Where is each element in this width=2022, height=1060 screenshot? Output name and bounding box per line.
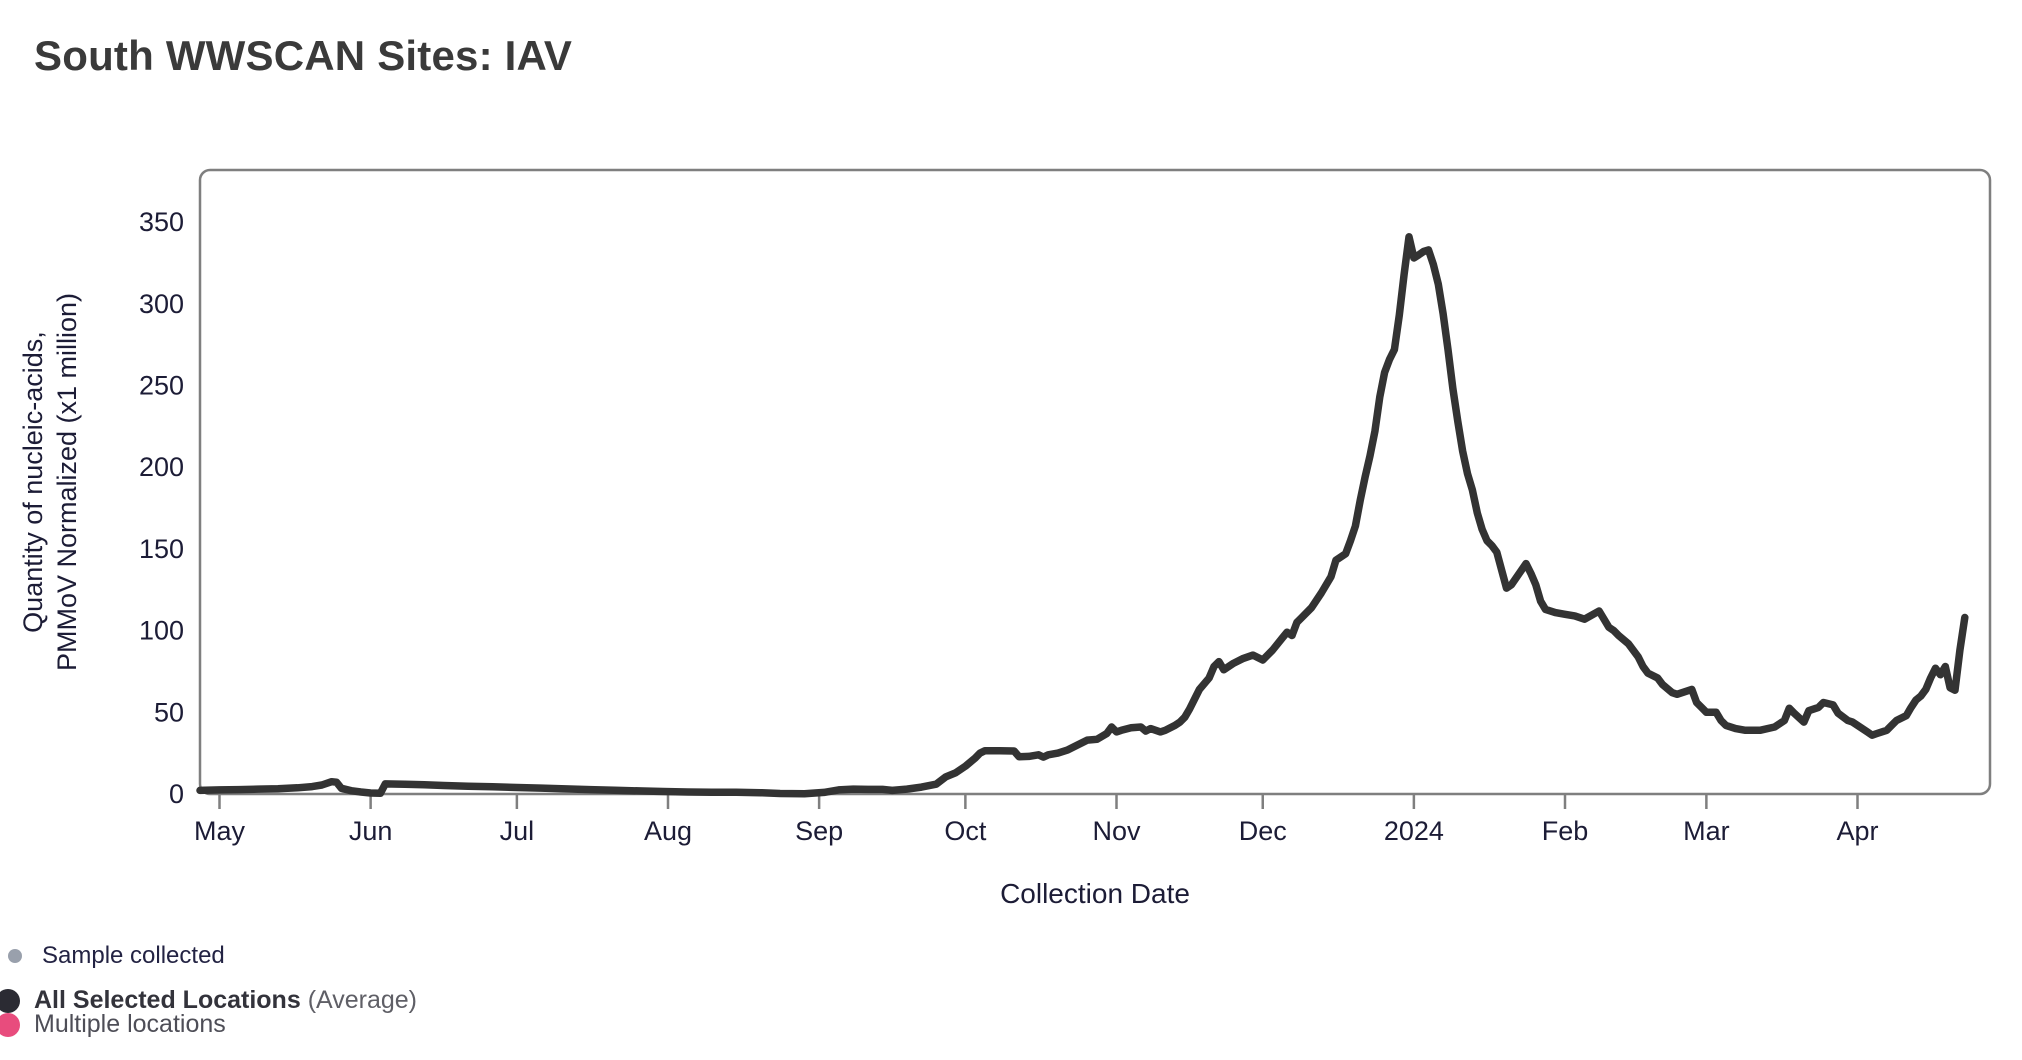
legend-label-all-selected-main: All Selected Locations [34, 986, 301, 1014]
x-tick-label: Aug [644, 816, 692, 846]
x-tick-label: Jun [349, 816, 393, 846]
x-tick-label: 2024 [1384, 816, 1444, 846]
multiple-locations-dot-icon [0, 1012, 20, 1037]
plot-border [198, 168, 1992, 796]
y-tick-label: 300 [139, 289, 184, 319]
x-tick-label: Sep [795, 816, 843, 846]
series-average-line [196, 233, 1969, 798]
x-axis-title: Collection Date [1000, 878, 1190, 909]
legend-label-sample-collected: Sample collected [42, 942, 225, 969]
legend-item-all-selected: All Selected Locations (Average) [0, 986, 417, 1015]
legend-label-multiple-locations: Multiple locations [34, 1010, 226, 1038]
page-title: South WWSCAN Sites: IAV [34, 32, 573, 79]
legend-item-sample-collected: Sample collected [8, 942, 225, 970]
y-tick-label: 0 [169, 779, 184, 809]
y-tick-label: 50 [154, 697, 184, 727]
legend-label-average-suffix: (Average) [300, 986, 418, 1014]
all-selected-dot-icon [0, 988, 20, 1013]
y-tick-label: 100 [139, 616, 184, 646]
x-tick-label: Oct [944, 816, 987, 846]
x-tick-label: Jul [500, 816, 535, 846]
y-tick-label: 200 [139, 452, 184, 482]
x-tick-label: Mar [1683, 816, 1730, 846]
x-tick-label: Feb [1542, 816, 1589, 846]
x-tick-label: Apr [1836, 816, 1878, 846]
y-axis-ticks: 0 50 100 150 200 250 300 350 [139, 207, 184, 809]
y-tick-label: 150 [139, 534, 184, 564]
x-tick-label: Nov [1092, 816, 1141, 846]
x-tick-label: May [194, 816, 246, 846]
x-axis-ticks: May Jun Jul Aug Sep Oct Nov Dec 2024 Feb Mar Apr [194, 795, 1879, 846]
legend-item-multiple-locations: Multiple locations [0, 1010, 226, 1039]
sample-collected-dot-icon [8, 949, 22, 963]
x-tick-label: Dec [1239, 816, 1287, 846]
legend-label-all-selected: All Selected Locations (Average) [34, 986, 417, 1015]
average-line [196, 233, 1969, 798]
y-tick-label: 250 [139, 371, 184, 401]
y-tick-label: 350 [139, 207, 184, 237]
